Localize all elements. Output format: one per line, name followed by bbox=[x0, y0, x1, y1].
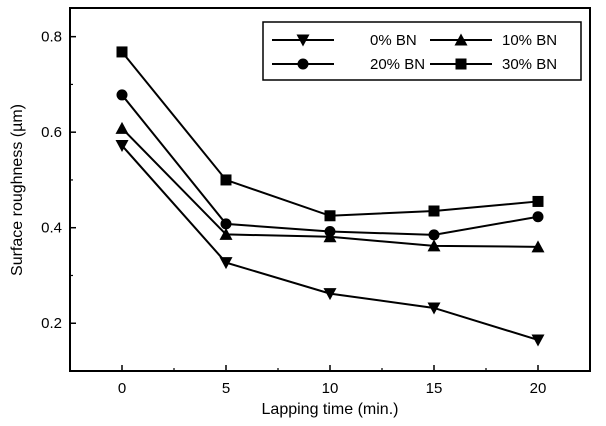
data-point bbox=[220, 174, 232, 186]
x-tick-label: 20 bbox=[530, 380, 547, 397]
y-tick-label: 0.6 bbox=[41, 124, 62, 141]
data-point bbox=[427, 302, 441, 315]
data-point bbox=[532, 195, 544, 207]
legend-label: 0% BN bbox=[370, 32, 417, 49]
legend-entry: 30% BN bbox=[430, 56, 557, 73]
data-point bbox=[115, 140, 129, 153]
series-triangle-down bbox=[115, 140, 545, 347]
data-point bbox=[116, 46, 128, 58]
legend-entry: 0% BN bbox=[272, 32, 417, 49]
y-axis-title: Surface roughness (µm) bbox=[9, 104, 26, 276]
data-point bbox=[324, 210, 336, 222]
data-point bbox=[324, 226, 336, 238]
legend-label: 20% BN bbox=[370, 56, 425, 73]
legend-marker bbox=[296, 34, 310, 47]
data-point bbox=[428, 205, 440, 217]
series-circle bbox=[116, 89, 544, 241]
x-tick-label: 5 bbox=[222, 380, 230, 397]
data-point bbox=[532, 211, 544, 223]
legend-label: 30% BN bbox=[502, 56, 557, 73]
data-point bbox=[531, 334, 545, 347]
series-line bbox=[121, 144, 539, 341]
legend-entry: 20% BN bbox=[272, 56, 425, 73]
data-point bbox=[115, 121, 129, 134]
y-tick-label: 0.4 bbox=[41, 220, 62, 237]
legend-marker bbox=[455, 58, 467, 70]
legend-marker bbox=[297, 58, 309, 70]
data-point bbox=[427, 239, 441, 252]
data-point bbox=[428, 229, 440, 241]
data-point bbox=[220, 218, 232, 230]
legend: 0% BN 10% BN 20% BN 30% BN bbox=[262, 21, 582, 81]
x-tick-label: 15 bbox=[426, 380, 443, 397]
series-square bbox=[116, 46, 544, 222]
x-axis-title: Lapping time (min.) bbox=[262, 401, 399, 418]
legend-label: 10% BN bbox=[502, 32, 557, 49]
data-point bbox=[531, 240, 545, 253]
axis-ticks: 0 5 10 15 20 0.2 0.4 0.6 0.8 bbox=[41, 29, 546, 397]
data-point bbox=[323, 288, 337, 301]
data-point bbox=[116, 89, 128, 101]
y-tick-label: 0.2 bbox=[41, 315, 62, 332]
legend-marker bbox=[454, 33, 468, 46]
y-tick-label: 0.8 bbox=[41, 29, 62, 46]
legend-entry: 10% BN bbox=[430, 32, 557, 49]
data-point bbox=[219, 227, 233, 240]
data-point bbox=[219, 257, 233, 270]
x-tick-label: 10 bbox=[322, 380, 339, 397]
series-layer bbox=[115, 46, 545, 347]
legend-box bbox=[262, 21, 582, 81]
x-tick-label: 0 bbox=[118, 380, 126, 397]
